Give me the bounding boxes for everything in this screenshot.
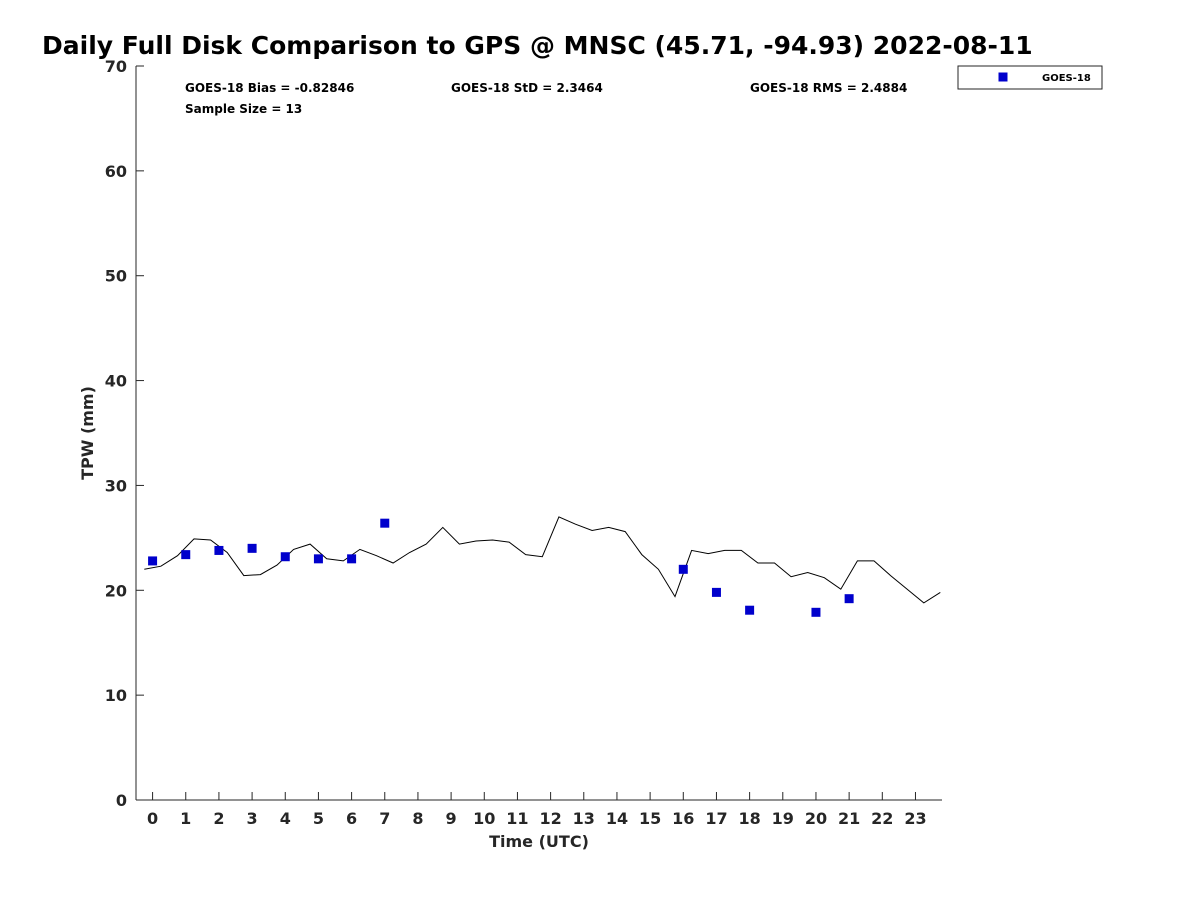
x-tick-label: 23	[904, 809, 926, 828]
goes-18-point	[247, 543, 257, 553]
y-tick-label: 0	[116, 791, 127, 810]
sample-size-annotation: Sample Size = 13	[185, 102, 302, 116]
x-tick-label: 12	[539, 809, 561, 828]
x-ticks: 0 1 2 3 4 5 6 7 8 9 10 11 12 13 14 15 16 17 18 19 20 21 22 23	[147, 792, 927, 828]
legend-marker	[998, 72, 1008, 82]
goes-18-point	[313, 554, 323, 564]
series-layer	[144, 516, 941, 617]
goes-18-point	[811, 607, 821, 617]
goes-18-point	[280, 552, 290, 562]
y-tick-label: 10	[105, 686, 127, 705]
x-tick-label: 13	[573, 809, 595, 828]
legend: GOES-18	[957, 65, 1103, 90]
y-tick-label: 40	[105, 372, 127, 391]
bias-annotation: GOES-18 Bias = -0.82846	[185, 81, 354, 95]
x-tick-label: 16	[672, 809, 694, 828]
x-tick-label: 7	[379, 809, 390, 828]
x-tick-label: 4	[280, 809, 291, 828]
y-tick-label: 20	[105, 581, 127, 600]
x-tick-label: 11	[506, 809, 528, 828]
goes-18-point	[745, 605, 755, 615]
goes-18-point	[711, 587, 721, 597]
y-axis-label: TPW (mm)	[78, 386, 97, 480]
x-tick-label: 0	[147, 809, 158, 828]
x-tick-label: 5	[313, 809, 324, 828]
x-tick-label: 14	[606, 809, 628, 828]
legend-label: GOES-18	[1042, 73, 1091, 84]
x-tick-label: 18	[738, 809, 760, 828]
x-tick-label: 9	[446, 809, 457, 828]
x-tick-label: 19	[772, 809, 794, 828]
gps-line	[144, 516, 941, 604]
x-tick-label: 17	[705, 809, 727, 828]
x-tick-label: 8	[412, 809, 423, 828]
chart-title: Daily Full Disk Comparison to GPS @ MNSC…	[42, 31, 1033, 60]
x-tick-label: 2	[213, 809, 224, 828]
std-annotation: GOES-18 StD = 2.3464	[451, 81, 603, 95]
x-tick-label: 20	[805, 809, 827, 828]
y-tick-label: 50	[105, 267, 127, 286]
goes-18-point	[380, 518, 390, 528]
plot-frame	[135, 66, 942, 801]
x-tick-label: 22	[871, 809, 893, 828]
x-tick-label: 21	[838, 809, 860, 828]
x-tick-label: 1	[180, 809, 191, 828]
x-tick-label: 6	[346, 809, 357, 828]
y-tick-label: 30	[105, 476, 127, 495]
goes-18-point	[844, 594, 854, 604]
y-tick-label: 60	[105, 162, 127, 181]
x-axis-label: Time (UTC)	[489, 832, 589, 851]
goes-18-point	[181, 550, 191, 560]
goes-18-point	[214, 545, 224, 555]
y-ticks: 0 10 20 30 40 50 60 70	[105, 57, 144, 810]
rms-annotation: GOES-18 RMS = 2.4884	[750, 81, 907, 95]
goes-18-point	[347, 554, 357, 564]
goes-18-point	[678, 564, 688, 574]
x-tick-label: 3	[247, 809, 258, 828]
y-tick-label: 70	[105, 57, 127, 76]
stats-annotations: GOES-18 Bias = -0.82846 GOES-18 StD = 2.…	[185, 81, 907, 116]
legend-box	[957, 65, 1103, 90]
goes-18-point	[148, 556, 158, 566]
x-tick-label: 15	[639, 809, 661, 828]
x-tick-label: 10	[473, 809, 495, 828]
